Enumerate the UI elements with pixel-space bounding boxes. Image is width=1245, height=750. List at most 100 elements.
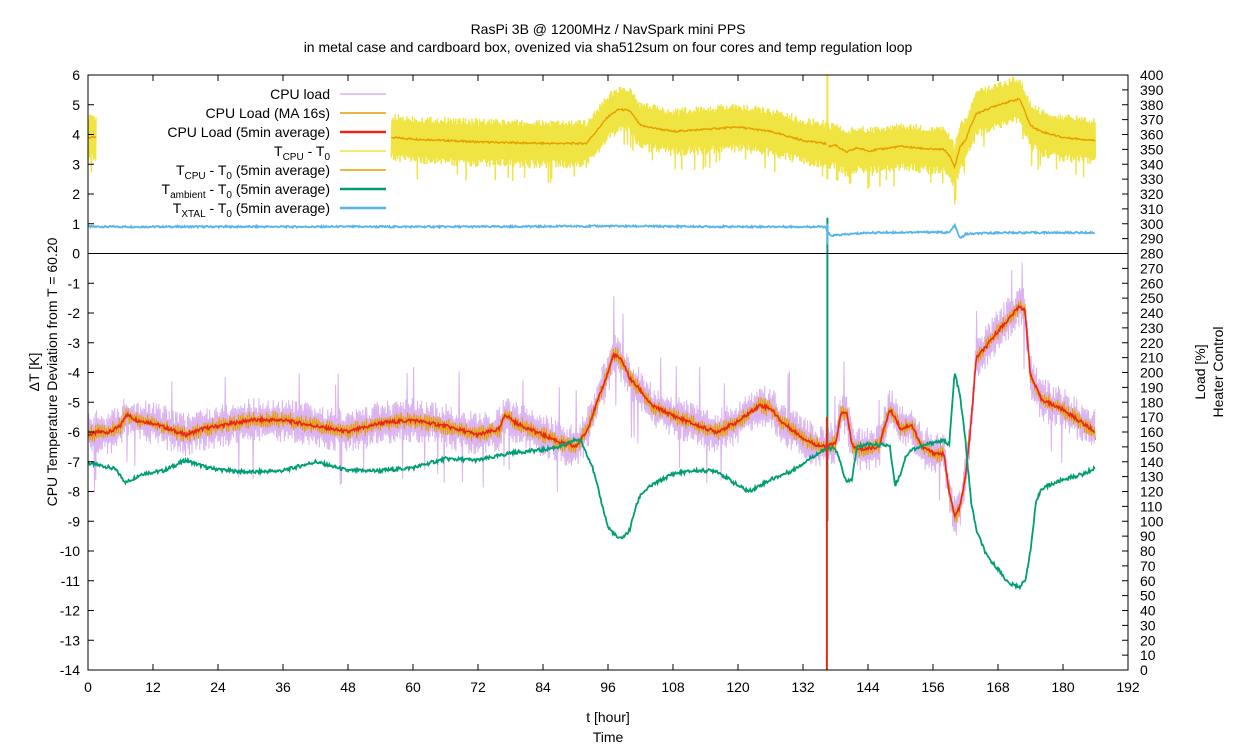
y-tick-label: 5 [72, 97, 80, 113]
tcpu-5min-line [87, 135, 97, 139]
chart-subtitle: in metal case and cardboard box, ovenize… [304, 39, 913, 55]
y2-tick-label: 350 [1140, 141, 1164, 157]
y2-tick-label: 60 [1140, 573, 1156, 589]
y2-tick-label: 90 [1140, 528, 1156, 544]
txtal-5min-line [87, 222, 1096, 239]
y2-tick-label: 330 [1140, 171, 1164, 187]
y-tick-label: -2 [68, 305, 81, 321]
y2-axis-label-heater: Heater Control [1210, 326, 1226, 417]
x-tick-label: 168 [986, 679, 1010, 695]
cpu-load-5min-line [87, 304, 1096, 519]
y2-tick-label: 290 [1140, 231, 1164, 247]
x-tick-label: 12 [145, 679, 161, 695]
y2-tick-label: 110 [1140, 498, 1163, 514]
y-tick-label: -9 [68, 513, 81, 529]
y-axis-unit-label: ΔT [K] [26, 353, 42, 392]
y2-tick-label: 240 [1140, 305, 1164, 321]
y-tick-label: -7 [68, 454, 81, 470]
x-tick-label: 60 [405, 679, 421, 695]
y2-tick-label: 210 [1140, 350, 1164, 366]
legend: CPU load CPU Load (MA 16s) CPU Load (5min … [162, 86, 386, 220]
x-tick-label: 96 [600, 679, 616, 695]
y2-tick-label: 100 [1140, 513, 1164, 529]
y-tick-label: -6 [68, 424, 81, 440]
y-tick-label: -11 [61, 573, 80, 589]
y2-tick-label: 130 [1140, 469, 1164, 485]
y2-tick-label: 0 [1140, 662, 1148, 678]
y2-tick-label: 380 [1140, 97, 1164, 113]
y2-tick-label: 300 [1140, 216, 1164, 232]
x-tick-label: 0 [84, 679, 92, 695]
chart-title: RasPi 3B @ 1200MHz / NavSpark mini PPS [471, 21, 746, 37]
legend-label: TXTAL - T0 (5min average) [173, 200, 330, 220]
y-tick-label: 3 [72, 156, 80, 172]
y2-tick-label: 120 [1140, 484, 1164, 500]
y2-tick-label: 50 [1140, 588, 1156, 604]
series-lines [87, 75, 1096, 670]
y2-tick-label: 400 [1140, 67, 1164, 83]
y2-axis-label: Load [%] [1192, 344, 1208, 399]
x-tick-label: 72 [470, 679, 486, 695]
y-tick-label: -13 [60, 632, 80, 648]
x-tick-label: 36 [275, 679, 291, 695]
legend-label: CPU Load (5min average) [167, 124, 330, 140]
x-axis-label: t [hour] [586, 709, 630, 725]
y2-tick-label: 160 [1140, 424, 1164, 440]
y2-tick-label: 310 [1140, 201, 1164, 217]
y-tick-label: -3 [68, 335, 81, 351]
tcpu-raw-line [390, 76, 1097, 205]
legend-label: CPU Load (MA 16s) [206, 105, 331, 121]
y2-tick-label: 20 [1140, 632, 1156, 648]
x-tick-label: 48 [340, 679, 356, 695]
legend-label: TCPU - T0 (5min average) [176, 162, 330, 182]
tambient-5min-line [87, 373, 1096, 591]
y2-tick-label: 190 [1140, 379, 1164, 395]
y2-tick-label: 280 [1140, 246, 1164, 262]
y-tick-label: 6 [72, 67, 80, 83]
x-axis-label-time: Time [593, 729, 624, 745]
tcpu-raw-line [87, 114, 97, 173]
tick-labels: 0 12 24 36 48 60 72 84 96 108 120 132 144 156 168 180 19… [60, 67, 1164, 695]
x-tick-label: 156 [921, 679, 945, 695]
y-tick-label: -12 [60, 603, 80, 619]
legend-label: Tambient - T0 (5min average) [162, 181, 331, 201]
y2-tick-label: 40 [1140, 603, 1156, 619]
x-tick-label: 24 [210, 679, 226, 695]
y-tick-label: -5 [68, 394, 81, 410]
x-tick-label: 120 [726, 679, 750, 695]
y2-tick-label: 150 [1140, 439, 1164, 455]
y2-tick-label: 200 [1140, 365, 1164, 381]
y-tick-label: 1 [72, 216, 80, 232]
y-tick-label: 4 [72, 127, 80, 143]
y2-tick-label: 370 [1140, 112, 1164, 128]
x-tick-label: 84 [535, 679, 551, 695]
y2-tick-label: 80 [1140, 543, 1156, 559]
y-tick-label: -1 [68, 275, 81, 291]
y-tick-label: -8 [68, 484, 81, 500]
y2-tick-label: 230 [1140, 320, 1164, 336]
tcpu-5min-line [390, 97, 1096, 170]
y2-tick-label: 250 [1140, 290, 1164, 306]
y2-tick-label: 320 [1140, 186, 1164, 202]
x-tick-label: 192 [1116, 679, 1140, 695]
x-tick-label: 108 [661, 679, 685, 695]
axes [87, 74, 1129, 671]
y2-tick-label: 140 [1140, 454, 1164, 470]
x-tick-label: 132 [791, 679, 815, 695]
y-tick-label: 0 [72, 246, 80, 262]
legend-label: CPU load [270, 86, 330, 102]
y-tick-label: 2 [72, 186, 80, 202]
y2-tick-label: 70 [1140, 558, 1156, 574]
y2-tick-label: 170 [1140, 409, 1164, 425]
y2-tick-label: 270 [1140, 260, 1164, 276]
y2-tick-label: 340 [1140, 156, 1164, 172]
y2-tick-label: 360 [1140, 127, 1164, 143]
y2-tick-label: 260 [1140, 275, 1164, 291]
x-tick-label: 180 [1051, 679, 1075, 695]
legend-label: TCPU - T0 [274, 143, 330, 163]
y2-tick-label: 220 [1140, 335, 1164, 351]
y2-tick-label: 10 [1140, 647, 1156, 663]
x-tick-label: 144 [856, 679, 880, 695]
y2-tick-label: 180 [1140, 394, 1164, 410]
